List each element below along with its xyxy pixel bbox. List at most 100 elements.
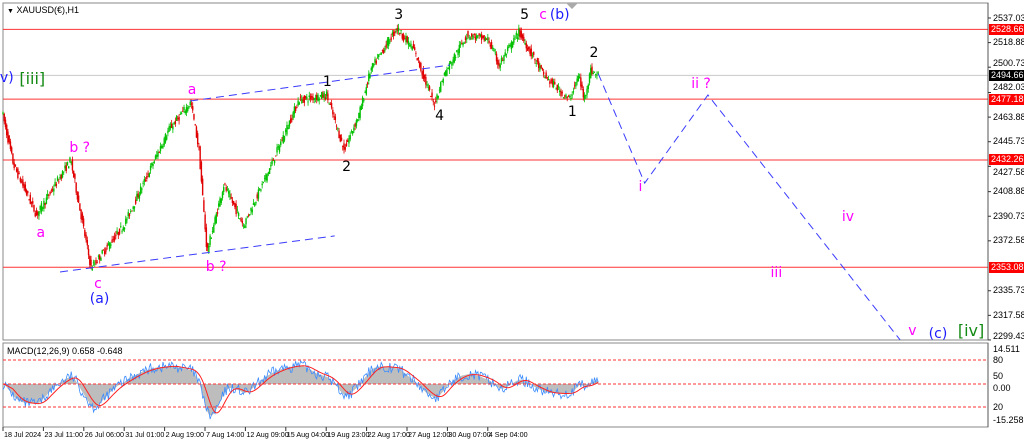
candle-body — [44, 203, 46, 205]
candle-body — [103, 250, 106, 255]
candle-body — [588, 73, 591, 83]
candle-body — [20, 181, 23, 183]
candle-body — [84, 230, 86, 237]
candle-body — [576, 78, 578, 83]
macd-tick-label: 80 — [993, 355, 1004, 365]
candle-body — [87, 248, 90, 256]
candle-body — [392, 31, 395, 36]
candle-body — [386, 39, 389, 46]
wave-label[interactable]: iv — [841, 209, 855, 226]
wave-label[interactable]: ii ? — [691, 76, 711, 93]
wave-label[interactable]: [iii] — [19, 68, 46, 88]
triangle-down-icon[interactable]: ▼ — [7, 8, 14, 15]
candle-body — [105, 248, 107, 252]
candle-body — [46, 194, 49, 196]
candle-body — [255, 202, 257, 204]
trend-lines[interactable] — [59, 64, 901, 341]
wave-label[interactable]: 5 — [520, 7, 529, 24]
candle-body — [51, 189, 54, 191]
candles — [2, 23, 599, 271]
wave-label[interactable]: 1 — [322, 73, 332, 90]
main-chart-frame — [2, 2, 989, 341]
wave-label[interactable]: (a) — [89, 290, 110, 307]
candle-body — [102, 249, 105, 251]
wave-label[interactable]: v — [908, 323, 917, 340]
candle-body — [301, 98, 303, 104]
wave-label[interactable]: b ? — [205, 259, 227, 276]
candle-body — [226, 189, 229, 191]
candle-body — [325, 91, 328, 97]
macd-main-line — [2, 359, 599, 420]
wave-label[interactable]: 1 — [567, 103, 577, 120]
wave-label[interactable]: v) — [0, 69, 14, 86]
candle-body — [35, 210, 38, 216]
candle-body — [130, 211, 132, 213]
candle-body — [516, 37, 519, 40]
candle-body — [540, 64, 542, 69]
wave-label[interactable]: [iv] — [957, 320, 985, 340]
candle-body — [71, 159, 74, 171]
candle-body — [591, 66, 593, 74]
candle-body — [110, 244, 112, 246]
candle-body — [453, 53, 456, 63]
candle-body — [582, 89, 585, 98]
candle-body — [251, 209, 253, 213]
candle-body — [394, 31, 396, 33]
candle-body — [337, 128, 339, 130]
candle-body — [90, 259, 92, 267]
wave-label[interactable]: 2 — [589, 45, 599, 62]
wave-label[interactable]: b ? — [69, 140, 91, 157]
wave-label[interactable]: a — [187, 81, 197, 98]
candle-body — [347, 140, 349, 142]
candle-body — [28, 199, 30, 201]
wave-label[interactable]: c — [94, 275, 102, 292]
wave-label[interactable]: (c) — [928, 325, 948, 342]
candle-body — [474, 37, 477, 40]
wave-label[interactable]: a — [36, 225, 46, 242]
wave-label[interactable]: c — [539, 7, 547, 24]
candle-body — [133, 206, 136, 209]
price-tick-label: 2482.03 — [993, 82, 1024, 92]
candle-body — [199, 146, 201, 170]
level-price-badge: 2353.08 — [989, 261, 1024, 273]
candle-body — [178, 116, 180, 121]
candle-body — [566, 97, 568, 99]
candle-body — [174, 120, 177, 125]
candle-body — [487, 37, 489, 41]
time-tick-label: 23 Jul 11:00 — [44, 430, 84, 439]
wave-label[interactable]: 2 — [342, 159, 352, 176]
candle-body — [41, 207, 44, 209]
candle-body — [115, 234, 117, 237]
price-tick-label: 2299.43 — [993, 331, 1024, 341]
candle-body — [359, 107, 361, 118]
candle-body — [500, 58, 503, 63]
candle-body — [76, 192, 79, 200]
candle-body — [530, 48, 532, 57]
candle-body — [278, 146, 281, 152]
wave-label[interactable]: 4 — [435, 107, 445, 124]
candle-body — [456, 50, 458, 53]
candle-body — [43, 200, 45, 209]
candle-body — [210, 237, 213, 239]
candle-body — [457, 52, 459, 55]
candle-body — [195, 126, 198, 138]
chart-shift-marker-icon[interactable] — [566, 3, 578, 9]
wave-label[interactable]: i — [638, 179, 643, 196]
candle-body — [314, 98, 317, 100]
candle-body — [342, 145, 344, 147]
candle-body — [319, 95, 322, 96]
candle-body — [163, 138, 165, 146]
candle-body — [267, 172, 270, 175]
candle-body — [570, 97, 572, 100]
wave-label[interactable]: 3 — [394, 7, 404, 24]
candle-body — [329, 104, 332, 106]
wave-label[interactable]: (b) — [549, 7, 570, 24]
candle-body — [66, 161, 69, 166]
candle-body — [268, 168, 271, 174]
candle-body — [143, 179, 146, 182]
candle-body — [560, 91, 562, 96]
wave-label[interactable]: iii — [770, 264, 783, 281]
candle-body — [466, 37, 468, 40]
